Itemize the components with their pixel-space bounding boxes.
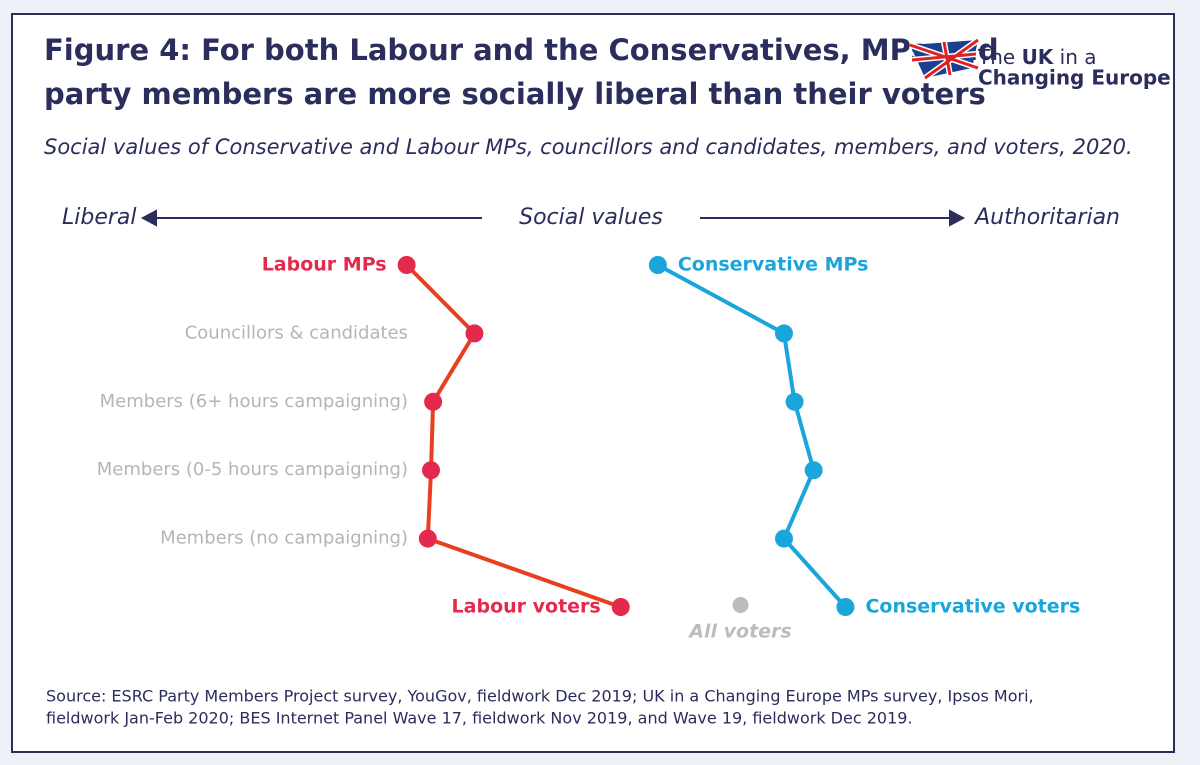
point — [836, 598, 855, 616]
point — [804, 461, 823, 480]
point — [397, 256, 416, 274]
arrow-head — [949, 209, 966, 227]
category-label: Members (0-5 hours campaigning) — [97, 459, 408, 480]
axis-label-center: Social values — [519, 205, 663, 230]
logo-flag-cross — [909, 38, 979, 80]
point — [774, 529, 793, 548]
category-label: Members (no campaigning) — [160, 528, 408, 549]
axis-arrows — [140, 209, 966, 227]
point-label: Conservative MPs — [678, 254, 869, 276]
reference-label: All voters — [687, 621, 791, 643]
point — [774, 324, 793, 343]
subtitle: Social values of Conservative and Labour… — [44, 135, 1133, 159]
series-line — [405, 263, 622, 609]
point — [648, 256, 667, 274]
chart-title: Figure 4: For both Labour and the Conser… — [44, 33, 999, 67]
point-label: Labour voters — [452, 596, 601, 618]
source: Source: ESRC Party Members Project surve… — [46, 687, 1034, 706]
logo: The UK in a Changing Europe — [909, 37, 1171, 90]
category-label: Members (6+ hours campaigning) — [100, 391, 408, 412]
axis-label-left: Liberal — [62, 205, 137, 230]
point — [424, 392, 443, 411]
source: fieldwork Jan-Feb 2020; BES Internet Pan… — [46, 709, 913, 728]
point — [422, 461, 440, 480]
category-label: Councillors & candidates — [185, 322, 408, 343]
point — [611, 598, 630, 616]
series-line — [656, 263, 847, 609]
point — [418, 529, 437, 548]
point-label: Conservative voters — [865, 596, 1080, 618]
point — [785, 392, 804, 411]
logo-text: The UK in a — [977, 45, 1097, 69]
axis-label-right: Authoritarian — [973, 205, 1120, 230]
reference-point — [732, 597, 749, 613]
chart-title: party members are more socially liberal … — [44, 77, 986, 111]
frame — [11, 13, 1175, 753]
arrow-head — [140, 209, 157, 227]
point — [465, 324, 484, 343]
logo-text: Changing Europe — [978, 66, 1171, 90]
point-label: Labour MPs — [262, 254, 387, 276]
